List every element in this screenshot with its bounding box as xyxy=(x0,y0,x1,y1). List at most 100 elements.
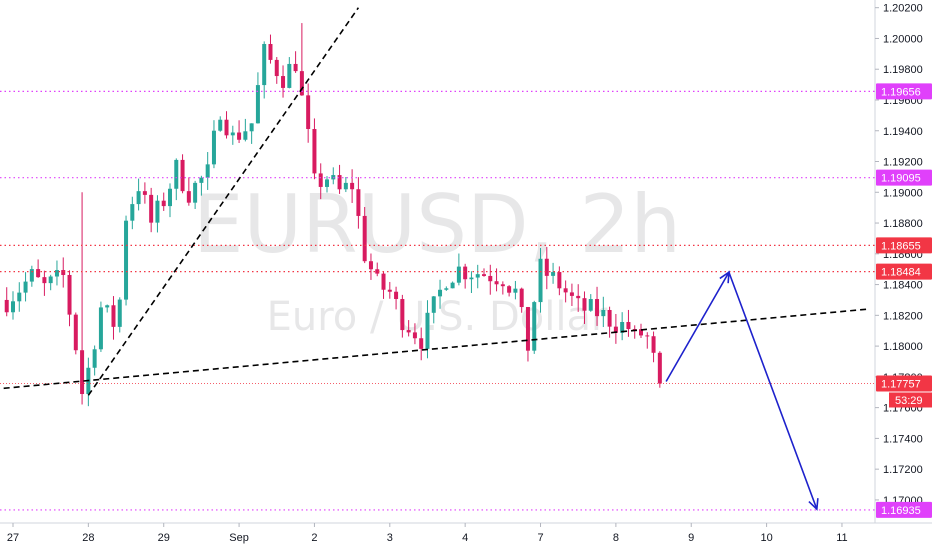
candle-body xyxy=(488,275,493,282)
candle-body xyxy=(130,204,135,221)
candle-body xyxy=(249,123,254,132)
price-tick-label: 1.19000 xyxy=(883,187,923,199)
candle-body xyxy=(161,200,166,207)
candle-body xyxy=(337,175,342,190)
candle-body xyxy=(211,130,216,165)
candle-body xyxy=(544,258,549,276)
candle-body xyxy=(92,349,97,368)
candle-body xyxy=(657,352,662,384)
candle-body xyxy=(368,261,373,270)
candle-body xyxy=(576,295,581,299)
candle-body xyxy=(394,291,399,300)
price-tick-label: 1.20000 xyxy=(883,33,923,45)
level-price-label-bg xyxy=(876,501,932,518)
countdown-bg xyxy=(889,392,932,408)
time-tick-label: 28 xyxy=(82,532,94,544)
candle-body xyxy=(444,288,449,290)
candle-body xyxy=(582,298,587,311)
candle-body xyxy=(73,314,78,351)
candle-body xyxy=(218,119,223,131)
candle-body xyxy=(438,289,443,297)
time-tick-label: 29 xyxy=(158,532,170,544)
candle-body xyxy=(11,301,15,313)
projection-arrowhead xyxy=(808,498,819,511)
price-tick-label: 1.17400 xyxy=(883,433,923,445)
time-tick-label: 11 xyxy=(836,532,847,544)
candle-body xyxy=(557,272,562,289)
price-tick-label: 1.18400 xyxy=(883,280,923,292)
candle-body xyxy=(318,173,323,187)
candle-body xyxy=(651,336,656,353)
time-tick-label: 27 xyxy=(7,532,19,544)
price-tick-label: 1.19200 xyxy=(883,157,923,169)
candle-body xyxy=(632,329,637,331)
time-tick-label: 10 xyxy=(760,532,772,544)
drawings xyxy=(0,7,868,511)
price-labels: 1.19656 1.19095 1.18655 1.18484 1.16935 1.177… xyxy=(876,83,932,518)
candle-body xyxy=(29,269,34,282)
candle-body xyxy=(463,266,468,280)
candle-body xyxy=(450,282,455,289)
candle-body xyxy=(224,119,229,136)
candle-body xyxy=(205,164,210,178)
candle-body xyxy=(174,159,179,189)
time-tick-label: 7 xyxy=(537,532,543,544)
candle-body xyxy=(293,63,298,72)
candle-body xyxy=(237,132,242,140)
candle-body xyxy=(563,288,568,293)
candle-body xyxy=(61,270,66,275)
time-tick-label: 3 xyxy=(387,532,393,544)
candle-body xyxy=(475,274,480,278)
candles xyxy=(4,23,662,407)
candle-body xyxy=(551,272,556,276)
candle-body xyxy=(620,322,625,333)
level-price-label-bg xyxy=(876,83,932,100)
level-price-label-bg xyxy=(876,263,932,280)
time-axis[interactable]: 27 28 29 Sep 2 3 4 7 8 9 10 11 xyxy=(0,522,932,544)
candle-body xyxy=(381,273,386,290)
candle-body xyxy=(230,132,235,136)
candle-body xyxy=(42,277,47,284)
candle-body xyxy=(607,309,612,327)
candle-body xyxy=(312,129,317,174)
level-price-label: 1.18484 xyxy=(881,267,921,279)
candle-body xyxy=(362,215,367,262)
candle-body xyxy=(111,305,116,327)
price-tick-label: 1.18200 xyxy=(883,310,923,322)
candle-body xyxy=(325,179,329,187)
candle-body xyxy=(255,85,260,124)
candle-body xyxy=(124,220,129,300)
candle-body xyxy=(494,281,499,285)
level-price-label: 1.16935 xyxy=(881,505,921,517)
candle-body xyxy=(105,305,110,308)
level-price-label-bg xyxy=(876,169,932,186)
watermark-symbol: EURUSD, 2h xyxy=(193,178,681,271)
candle-body xyxy=(306,95,311,130)
level-price-label: 1.18655 xyxy=(881,240,921,252)
candle-body xyxy=(243,131,248,140)
candle-body xyxy=(274,59,279,77)
projection-arrowhead xyxy=(719,270,730,284)
candle-body xyxy=(350,182,355,190)
candle-body xyxy=(538,258,543,303)
candle-body xyxy=(98,307,103,350)
candle-body xyxy=(406,330,411,333)
price-tick-label: 1.19400 xyxy=(883,126,923,138)
candle-body xyxy=(419,338,424,349)
price-tick-label: 1.18000 xyxy=(883,341,923,353)
candle-body xyxy=(645,335,650,337)
candle-body xyxy=(149,194,154,223)
candle-body xyxy=(180,159,185,192)
time-tick-label: 8 xyxy=(613,532,619,544)
candle-body xyxy=(287,63,292,88)
current-price-label: 1.17757 xyxy=(881,378,921,390)
candle-body xyxy=(281,76,286,88)
candle-body xyxy=(193,182,198,203)
candle-body xyxy=(519,288,524,308)
price-tick-label: 1.17200 xyxy=(883,464,923,476)
candle-body xyxy=(199,177,204,183)
candle-body xyxy=(601,309,606,317)
candle-body xyxy=(513,288,518,293)
candle-body xyxy=(142,191,147,195)
